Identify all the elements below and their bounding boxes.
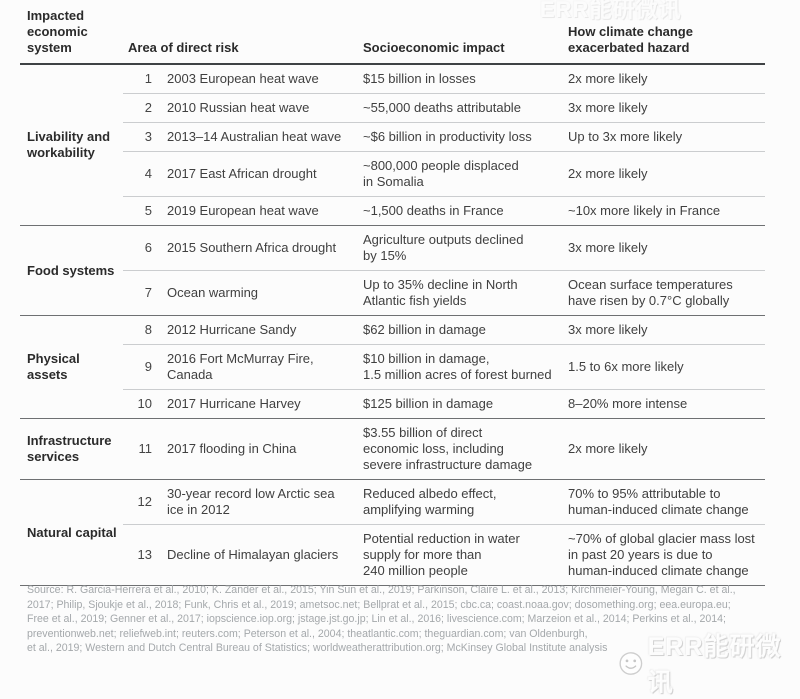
cell-socioeconomic-impact: $3.55 billion of direct economic loss, i…: [363, 425, 533, 472]
group-label: Physical assets: [27, 351, 80, 382]
cell-row-number: 3: [144, 129, 152, 144]
table-row: 7 Ocean warming Up to 35% decline in Nor…: [123, 270, 765, 315]
cell-hazard: ~10x more likely in France: [568, 203, 721, 218]
cell-area-of-direct-risk: 2017 flooding in China: [167, 441, 297, 456]
cell-area-of-direct-risk: 30-year record low Arctic sea ice in 201…: [167, 486, 335, 517]
cell-row-number: 10: [137, 396, 152, 411]
table-row: 8 2012 Hurricane Sandy $62 billion in da…: [123, 316, 765, 344]
cell-socioeconomic-impact: ~1,500 deaths in France: [363, 203, 504, 218]
cell-row-number: 4: [144, 166, 152, 181]
table-row: 1 2003 European heat wave $15 billion in…: [123, 65, 765, 93]
cell-area-of-direct-risk: 2013–14 Australian heat wave: [167, 129, 342, 144]
cell-socioeconomic-impact: Reduced albedo effect, amplifying warmin…: [363, 486, 497, 517]
table-group: Natural capital 12 30-year record low Ar…: [20, 479, 765, 585]
cell-hazard: 3x more likely: [568, 100, 648, 115]
column-header-impacted-economic-system: Impacted economic system: [27, 8, 88, 55]
cell-socioeconomic-impact: ~800,000 people displaced in Somalia: [363, 158, 519, 189]
cell-area-of-direct-risk: Decline of Himalayan glaciers: [167, 547, 339, 562]
cell-hazard: 70% to 95% attributable to human-induced…: [568, 486, 749, 517]
cell-row-number: 13: [137, 547, 152, 562]
column-header-socioeconomic-impact: Socioeconomic impact: [363, 40, 505, 55]
table-row: 12 30-year record low Arctic sea ice in …: [123, 480, 765, 524]
cell-area-of-direct-risk: 2019 European heat wave: [167, 203, 319, 218]
cell-row-number: 1: [144, 71, 152, 86]
cell-hazard: 2x more likely: [568, 166, 648, 181]
report-page: Impacted economic system Area of direct …: [20, 0, 781, 697]
cell-socioeconomic-impact: Potential reduction in water supply for …: [363, 531, 520, 578]
table-row: 10 2017 Hurricane Harvey $125 billion in…: [123, 389, 765, 418]
table-group: Livability and workability 1 2003 Europe…: [20, 65, 765, 225]
table-group: Food systems 6 2015 Southern Africa drou…: [20, 225, 765, 315]
cell-hazard: Ocean surface temperatures have risen by…: [568, 277, 733, 308]
group-label: Livability and workability: [27, 129, 111, 160]
table-row: 6 2015 Southern Africa drought Agricultu…: [123, 226, 765, 270]
cell-row-number: 6: [144, 240, 152, 255]
cell-row-number: 8: [144, 322, 152, 337]
table-body: Livability and workability 1 2003 Europe…: [20, 65, 765, 586]
cell-socioeconomic-impact: $15 billion in losses: [363, 71, 476, 86]
cell-row-number: 5: [144, 203, 152, 218]
group-label: Natural capital: [27, 524, 117, 540]
table-row: 11 2017 flooding in China $3.55 billion …: [123, 419, 765, 479]
cell-area-of-direct-risk: 2010 Russian heat wave: [167, 100, 310, 115]
column-header-area-of-direct-risk: Area of direct risk: [128, 40, 239, 55]
group-rows: 1 2003 European heat wave $15 billion in…: [123, 65, 765, 225]
group-rows: 12 30-year record low Arctic sea ice in …: [123, 480, 765, 585]
group-label: Infrastructure services: [27, 433, 112, 464]
column-header-hazard: How climate change exacerbated hazard: [568, 24, 693, 55]
cell-hazard: 3x more likely: [568, 240, 648, 255]
cell-area-of-direct-risk: 2015 Southern Africa drought: [167, 240, 337, 255]
cell-row-number: 12: [137, 494, 152, 509]
cell-socioeconomic-impact: ~55,000 deaths attributable: [363, 100, 521, 115]
cell-hazard: 3x more likely: [568, 322, 648, 337]
source-note: Source: R. Garcia-Herrera et al., 2010; …: [27, 584, 736, 654]
table-row: 4 2017 East African drought ~800,000 peo…: [123, 151, 765, 196]
table-group: Infrastructure services 11 2017 flooding…: [20, 418, 765, 479]
cell-socioeconomic-impact: Up to 35% decline in North Atlantic fish…: [363, 277, 518, 308]
cell-hazard: ~70% of global glacier mass lost in past…: [568, 531, 755, 578]
cell-area-of-direct-risk: 2017 East African drought: [167, 166, 317, 181]
cell-area-of-direct-risk: 2017 Hurricane Harvey: [167, 396, 301, 411]
cell-area-of-direct-risk: Ocean warming: [167, 285, 259, 300]
table-group: Physical assets 8 2012 Hurricane Sandy $…: [20, 315, 765, 418]
table-row: 3 2013–14 Australian heat wave ~$6 billi…: [123, 122, 765, 151]
cell-hazard: 8–20% more intense: [568, 396, 688, 411]
cell-row-number: 7: [144, 285, 152, 300]
cell-socioeconomic-impact: $10 billion in damage, 1.5 million acres…: [363, 351, 552, 382]
table-row: 9 2016 Fort McMurray Fire, Canada $10 bi…: [123, 344, 765, 389]
table-row: 2 2010 Russian heat wave ~55,000 deaths …: [123, 93, 765, 122]
group-rows: 11 2017 flooding in China $3.55 billion …: [123, 419, 765, 479]
table-header-row: Impacted economic system Area of direct …: [20, 8, 765, 65]
table-row: 13 Decline of Himalayan glaciers Potenti…: [123, 524, 765, 585]
cell-socioeconomic-impact: Agriculture outputs declined by 15%: [363, 232, 524, 263]
group-rows: 8 2012 Hurricane Sandy $62 billion in da…: [123, 316, 765, 418]
cell-hazard: 2x more likely: [568, 71, 648, 86]
group-label: Food systems: [27, 262, 115, 278]
cell-socioeconomic-impact: $62 billion in damage: [363, 322, 486, 337]
cell-hazard: Up to 3x more likely: [568, 129, 683, 144]
cell-hazard: 1.5 to 6x more likely: [568, 359, 684, 374]
cell-area-of-direct-risk: 2012 Hurricane Sandy: [167, 322, 297, 337]
cell-row-number: 2: [144, 100, 152, 115]
cell-row-number: 9: [144, 359, 152, 374]
cell-socioeconomic-impact: $125 billion in damage: [363, 396, 494, 411]
cell-area-of-direct-risk: 2003 European heat wave: [167, 71, 319, 86]
group-rows: 6 2015 Southern Africa drought Agricultu…: [123, 226, 765, 315]
cell-hazard: 2x more likely: [568, 441, 648, 456]
climate-risk-table: Impacted economic system Area of direct …: [20, 8, 765, 586]
table-row: 5 2019 European heat wave ~1,500 deaths …: [123, 196, 765, 225]
cell-socioeconomic-impact: ~$6 billion in productivity loss: [363, 129, 532, 144]
cell-row-number: 11: [138, 441, 153, 456]
cell-area-of-direct-risk: 2016 Fort McMurray Fire, Canada: [167, 351, 314, 382]
